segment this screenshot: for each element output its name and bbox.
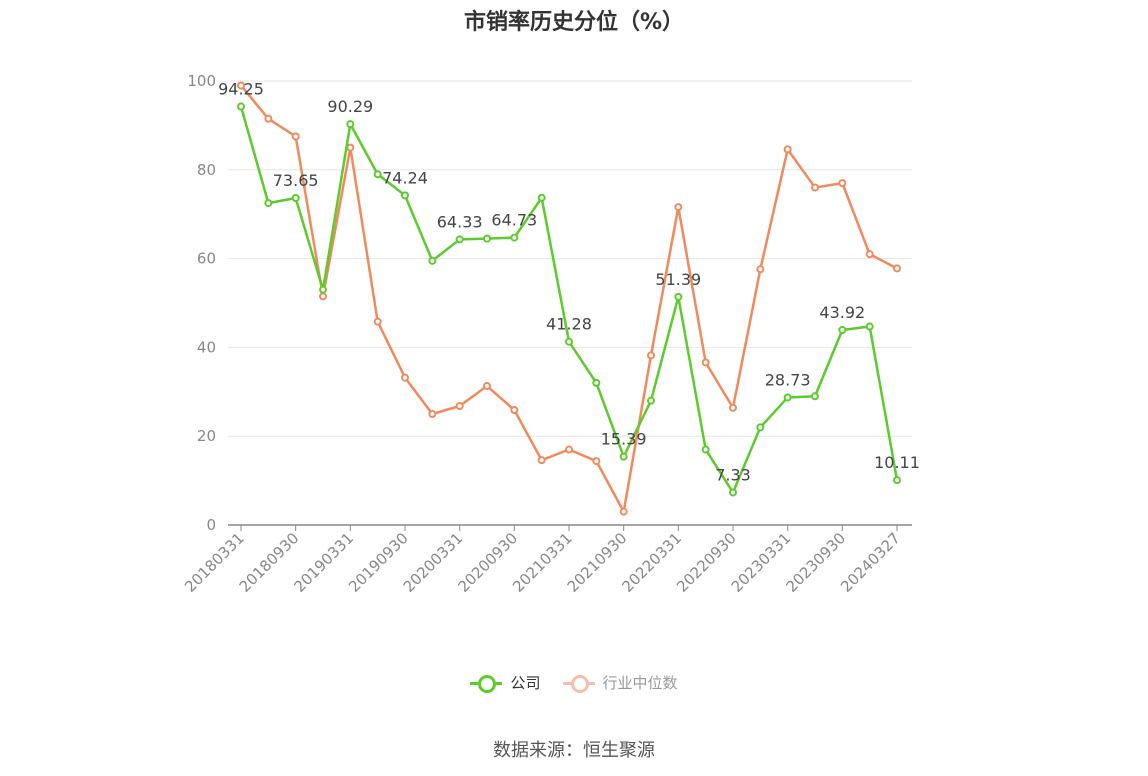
point-industry-20210331 [565,445,573,454]
data-label-company-20230930: 43.92 [819,303,865,322]
grid-layer: 0 20 40 60 80 100 [187,72,912,534]
point-company-20230331 [783,393,792,402]
point-company-20180930 [291,193,300,202]
data-label-company-20190331: 90.29 [327,97,373,116]
data-label-company-20230331: 28.73 [765,370,811,389]
point-company-20190630 [373,170,382,179]
chart-title: 市销率历史分位（%） [463,10,685,35]
point-company-20200331 [455,235,464,244]
legend-label-industry: 行业中位数 [602,674,678,692]
data-label-company-20190930: 74.24 [382,168,428,187]
legend-label-company: 公司 [510,674,541,692]
point-company-20191231 [428,256,437,265]
point-industry-20180930 [291,132,300,141]
point-company-20221231 [756,423,765,432]
line-chart: 0 20 40 60 80 100 201803312018093020190331201… [181,72,920,596]
data-label-company-20210930: 15.39 [601,430,647,449]
point-industry-20190630 [373,317,382,326]
point-industry-20211231 [647,351,655,360]
point-company-20230930 [838,325,847,334]
point-industry-20180630 [264,114,273,123]
point-company-20201231 [537,193,546,202]
legend-item-company[interactable]: 公司 [470,672,541,693]
point-industry-20200630 [483,382,491,391]
point-industry-20200930 [510,406,519,415]
point-industry-20181231 [319,292,327,301]
point-industry-20191231 [428,410,437,418]
y-tick-label-100: 100 [187,72,216,90]
point-company-20180331 [237,102,245,111]
data-label-company-20240327: 10.11 [874,453,920,472]
legend-item-industry[interactable]: 行业中位数 [562,672,678,693]
point-company-20211231 [647,396,655,405]
point-company-20231231 [865,322,874,331]
legend: 公司 行业中位数 [0,672,1148,693]
point-industry-20230331 [783,145,792,154]
data-label-company-20210331: 41.28 [546,315,592,334]
point-industry-20240327 [893,264,901,273]
point-industry-20221231 [756,265,765,274]
point-industry-20210630 [592,457,601,466]
point-company-20210630 [592,378,601,387]
data-label-company-20220930: 7.33 [715,465,751,484]
x-tick-label-20240327: 20240327 [837,529,904,596]
point-company-20220630 [701,445,710,454]
point-industry-20230930 [838,179,847,188]
legend-swatch-industry [562,674,595,693]
data-source-note: 数据来源：恒生聚源 [493,740,655,761]
point-company-20200630 [483,234,491,243]
point-company-20210930 [619,452,628,461]
data-label-company-20220331: 51.39 [655,270,701,289]
point-company-20230630 [811,392,819,401]
y-tick-label-0: 0 [206,516,216,534]
point-industry-20210930 [619,507,628,516]
y-tick-label-20: 20 [197,427,216,445]
point-company-20200930 [510,233,519,242]
x-axis: 2018033120180930201903312019093020200331… [181,524,912,596]
data-label-layer: 94.25 73.65 90.29 74.24 64.33 64.73 41.28 15.39… [218,80,920,485]
y-tick-label-80: 80 [197,161,216,179]
series-industry [237,81,901,516]
y-tick-label-60: 60 [197,250,216,268]
data-label-company-20200331: 64.33 [437,212,483,231]
point-industry-20231231 [865,250,874,259]
point-company-20180630 [264,199,273,208]
point-industry-20190331 [346,143,355,152]
point-industry-20230630 [811,183,819,192]
y-tick-label-40: 40 [197,338,216,356]
point-company-20220331 [674,292,683,301]
point-industry-20220331 [674,203,683,212]
legend-swatch-company [470,674,503,693]
data-label-company-20180930: 73.65 [273,171,319,190]
point-company-20240327 [893,476,901,485]
series-company [237,102,901,497]
point-company-20210331 [565,337,573,346]
data-label-company-20200930: 64.73 [491,211,537,230]
point-industry-20220630 [701,358,710,367]
data-label-company-20180331: 94.25 [218,80,264,99]
point-industry-20190930 [401,373,409,382]
point-company-20190331 [346,120,355,129]
point-industry-20201231 [537,456,546,465]
point-company-20220930 [729,488,737,497]
point-company-20181231 [319,285,327,294]
point-company-20190930 [401,191,409,200]
point-industry-20180331 [237,81,245,90]
point-industry-20200331 [455,402,464,411]
point-industry-20220930 [729,403,737,412]
series-layer [237,81,901,516]
